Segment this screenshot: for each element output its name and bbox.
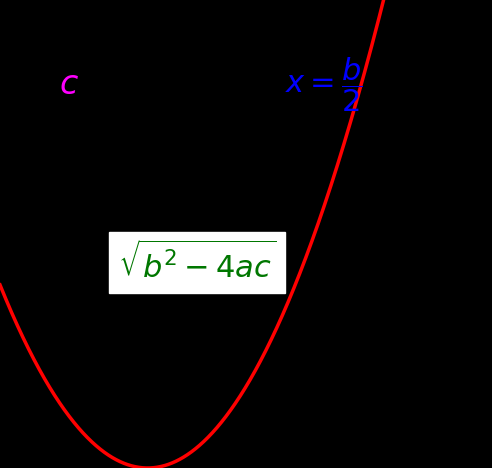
Text: $\sqrt{b^2 - 4ac}$: $\sqrt{b^2 - 4ac}$ xyxy=(118,241,276,283)
Text: $c$: $c$ xyxy=(59,68,79,101)
Text: $x = \dfrac{b}{2}$: $x = \dfrac{b}{2}$ xyxy=(285,55,363,114)
